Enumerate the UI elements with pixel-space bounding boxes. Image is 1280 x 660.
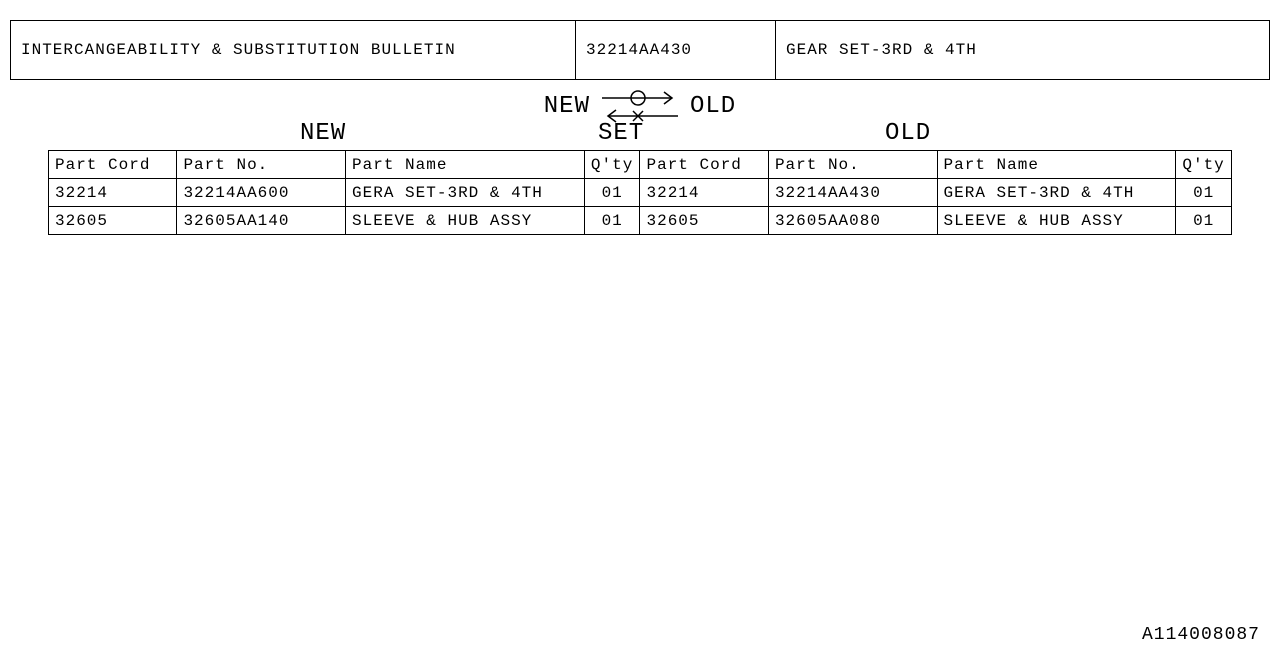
diagram-row: NEW OLD (0, 88, 1280, 124)
header-table: INTERCANGEABILITY & SUBSTITUTION BULLETI… (10, 20, 1270, 80)
cell-old-cord: 32214 (640, 179, 768, 207)
col-header-qty-old: Q'ty (1176, 151, 1232, 179)
cell-old-cord: 32605 (640, 207, 768, 235)
table-row: 32605 32605AA140 SLEEVE & HUB ASSY 01 32… (49, 207, 1232, 235)
col-header-part-cord-old: Part Cord (640, 151, 768, 179)
cell-old-name: GERA SET-3RD & 4TH (937, 179, 1176, 207)
cell-old-name: SLEEVE & HUB ASSY (937, 207, 1176, 235)
table-header-row: Part Cord Part No. Part Name Q'ty Part C… (49, 151, 1232, 179)
table-row: 32214 32214AA600 GERA SET-3RD & 4TH 01 3… (49, 179, 1232, 207)
cell-new-qty: 01 (584, 207, 640, 235)
cell-new-name: SLEEVE & HUB ASSY (346, 207, 585, 235)
cell-new-name: GERA SET-3RD & 4TH (346, 179, 585, 207)
col-header-qty-new: Q'ty (584, 151, 640, 179)
parts-table: Part Cord Part No. Part Name Q'ty Part C… (48, 150, 1232, 235)
header-title: INTERCANGEABILITY & SUBSTITUTION BULLETI… (11, 21, 576, 80)
section-new-label: NEW (300, 120, 346, 147)
cell-new-no: 32605AA140 (177, 207, 346, 235)
section-old-label: OLD (885, 120, 931, 147)
header-description: GEAR SET-3RD & 4TH (776, 21, 1270, 80)
cell-new-cord: 32605 (49, 207, 177, 235)
section-labels-row: NEW SET OLD (0, 120, 1280, 150)
col-header-part-no-old: Part No. (768, 151, 937, 179)
cell-new-no: 32214AA600 (177, 179, 346, 207)
document-id: A114008087 (1142, 625, 1260, 645)
col-header-part-name-old: Part Name (937, 151, 1176, 179)
diagram-old-label: OLD (690, 93, 736, 120)
col-header-part-name-new: Part Name (346, 151, 585, 179)
col-header-part-no-new: Part No. (177, 151, 346, 179)
cell-new-cord: 32214 (49, 179, 177, 207)
cell-old-no: 32605AA080 (768, 207, 937, 235)
section-set-label: SET (598, 120, 644, 147)
col-header-part-cord-new: Part Cord (49, 151, 177, 179)
diagram-new-label: NEW (544, 93, 590, 120)
cell-old-qty: 01 (1176, 207, 1232, 235)
cell-new-qty: 01 (584, 179, 640, 207)
cell-old-qty: 01 (1176, 179, 1232, 207)
header-part-number: 32214AA430 (576, 21, 776, 80)
cell-old-no: 32214AA430 (768, 179, 937, 207)
arrows-icon (600, 88, 680, 124)
